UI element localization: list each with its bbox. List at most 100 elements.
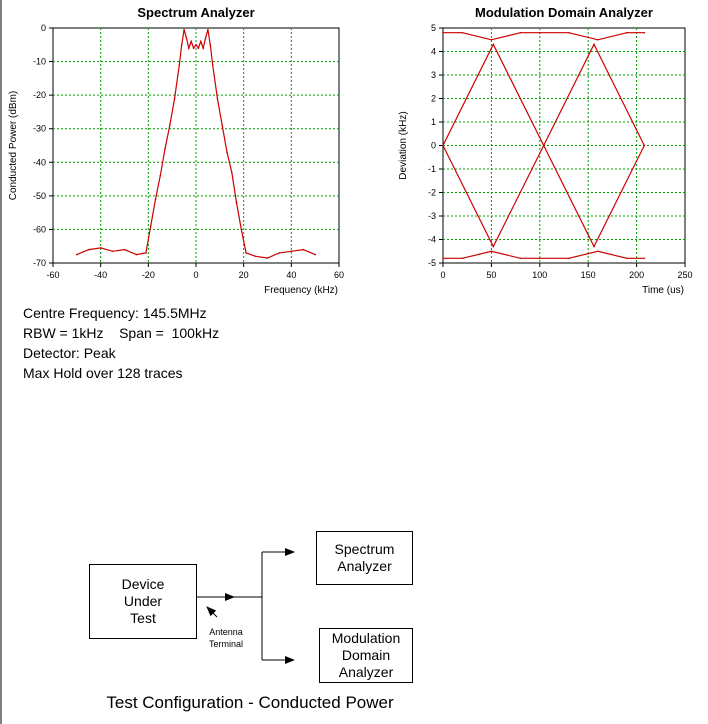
- spectrum-x-tick-label: 40: [286, 270, 296, 280]
- modulation-y-tick-label: -2: [428, 188, 436, 198]
- spectrum-series-1-point: [202, 47, 204, 49]
- modulation-series-3-point: [539, 31, 541, 34]
- modulation-y-tick-label: -3: [428, 211, 436, 221]
- spectrum-series-1-point: [185, 37, 188, 39]
- spectrum-series-1-point: [211, 64, 214, 66]
- modulation-label-line-2: Domain: [341, 647, 391, 663]
- spectrum-y-tick-label: -70: [33, 258, 46, 268]
- spectrum-label-line-1: Spectrum: [334, 541, 395, 557]
- spectrum-series-1-point: [199, 40, 202, 43]
- spectrum-series-1-point: [154, 198, 157, 201]
- modulation-series-2-point: [593, 43, 595, 46]
- modulation-y-axis-label: Deviation (kHz): [398, 111, 409, 179]
- charts-area: -60 -40 -20 0 20 40 600-10-20-30-40-50-60-70Sp…: [8, 5, 693, 296]
- dut-label-line-2: Under: [123, 593, 163, 609]
- modulation-series-3-point: [490, 38, 493, 41]
- modulation-x-tick-label: 150: [581, 270, 596, 280]
- spectrum-series-1-point: [235, 201, 238, 204]
- spectrum-series-1-point: [188, 47, 190, 49]
- antenna-terminal-label: Antenna Terminal: [198, 626, 254, 650]
- modulation-y-tick-label: 5: [431, 23, 436, 33]
- spectrum-x-axis-label: Frequency (kHz): [264, 285, 338, 296]
- modulation-x-tick-label: 100: [532, 270, 547, 280]
- spectrum-series-1-point: [173, 97, 176, 100]
- modulation-series-3-point: [519, 31, 522, 34]
- spectrum-series-1-point: [314, 253, 316, 256]
- detector-text: Detector: Peak: [23, 345, 116, 361]
- spectrum-series-1-point: [254, 255, 257, 258]
- spectrum-series-1-point: [204, 37, 207, 39]
- spectrum-series-1-point: [226, 151, 228, 154]
- spectrum-series-1-point: [266, 257, 269, 259]
- modulation-series-3-point: [626, 31, 628, 34]
- modulation-domain-analyzer-box: Modulation Domain Analyzer: [319, 628, 413, 683]
- modulation-x-tick-label: 200: [629, 270, 644, 280]
- modulation-x-tick-label: 0: [440, 270, 445, 280]
- antenna-label-line-2: Terminal: [208, 639, 243, 649]
- spectrum-series-1-point: [195, 43, 197, 46]
- modulation-y-tick-label: -4: [428, 235, 436, 245]
- modulation-series-4-point: [490, 250, 493, 253]
- modulation-y-tick-label: 1: [431, 117, 436, 127]
- spectrum-series-1-point: [135, 253, 138, 256]
- spectrum-x-tick-label: 0: [193, 270, 198, 280]
- spectrum-x-tick-label: 60: [334, 270, 344, 280]
- left-border: [0, 0, 2, 724]
- spectrum-series-1-point: [209, 43, 212, 46]
- spectrum-series-1-point: [149, 225, 152, 227]
- spectrum-series-1-point: [178, 64, 181, 66]
- spectrum-series-1-point: [180, 43, 183, 46]
- centre-frequency-text: Centre Frequency: 145.5MHz: [23, 305, 207, 321]
- spectrum-series-1-point: [240, 228, 243, 231]
- spectrum-y-tick-label: -40: [33, 157, 46, 167]
- modulation-series-2-point: [492, 245, 495, 248]
- spectrum-series-1-point: [230, 171, 233, 174]
- modulation-y-tick-label: 2: [431, 94, 436, 104]
- spectrum-y-tick-label: -60: [33, 224, 46, 234]
- modulation-series-4-point: [539, 257, 541, 260]
- spectrum-series-1-point: [302, 248, 305, 251]
- modulation-x-tick-label: 50: [486, 270, 496, 280]
- spectrum-x-tick-label: -60: [46, 270, 59, 280]
- modulation-chart: 0 50 100 150 200 250 5 4 3 2 1 0 -1 -2 -3 -4 -5 Modulatio…: [398, 5, 693, 296]
- spectrum-series-1-point: [183, 28, 185, 31]
- spectrum-analyzer-box: Spectrum Analyzer: [316, 531, 413, 585]
- spectrum-series-1-point: [192, 47, 195, 49]
- modulation-series-4-point: [442, 257, 444, 260]
- spectrum-series-1-point: [245, 252, 247, 254]
- rbw-span-text: RBW = 1kHz Span = 100kHz: [23, 325, 220, 341]
- modulation-series-4-point: [597, 250, 599, 253]
- modulation-series-1-point: [492, 43, 495, 46]
- spectrum-y-tick-label: -10: [33, 57, 46, 67]
- modulation-series-4-point: [626, 257, 628, 260]
- spectrum-x-tick-label: -40: [94, 270, 107, 280]
- spectrum-series-1-point: [145, 252, 147, 254]
- spectrum-x-tick-label: -20: [142, 270, 155, 280]
- modulation-series-4-point: [461, 257, 464, 260]
- modulation-y-tick-label: 0: [431, 141, 436, 151]
- spectrum-y-tick-label: -20: [33, 90, 46, 100]
- spectrum-chart: -60 -40 -20 0 20 40 600-10-20-30-40-50-60-70Sp…: [8, 5, 344, 296]
- modulation-series-3-point: [568, 31, 570, 34]
- spectrum-x-tick-label: 20: [239, 270, 249, 280]
- spectrum-series-1-point: [123, 248, 126, 251]
- modulation-series-3-point: [643, 31, 646, 34]
- spectrum-series-1-point: [290, 250, 293, 253]
- modulation-series-2-point: [643, 144, 646, 147]
- modulation-series-2-point: [542, 144, 545, 147]
- spectrum-series-1-point: [164, 148, 166, 150]
- dut-label-line-1: Device: [121, 576, 165, 592]
- modulation-series-3-point: [442, 31, 444, 34]
- modulation-series-4-point: [643, 257, 646, 260]
- modulation-x-axis-label: Time (us): [642, 285, 684, 296]
- modulation-x-tick-label: 250: [677, 270, 692, 280]
- spectrum-y-axis-label: Conducted Power (dBm): [8, 91, 19, 201]
- spectrum-series-1-point: [99, 247, 102, 249]
- modulation-series-3-point: [461, 31, 464, 34]
- spectrum-series-1-point: [216, 97, 219, 100]
- spectrum-series-1-point: [87, 248, 90, 251]
- modulation-y-tick-label: 4: [431, 47, 436, 57]
- modulation-y-tick-label: 3: [431, 70, 436, 80]
- spectrum-y-tick-label: -50: [33, 191, 46, 201]
- antenna-pointer-arrow: [206, 606, 218, 618]
